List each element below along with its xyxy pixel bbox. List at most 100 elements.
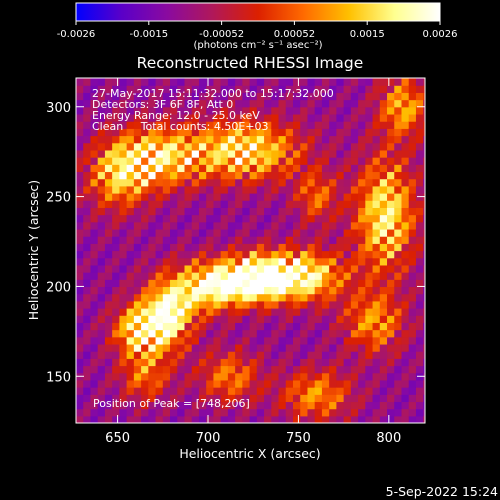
heatmap-cell bbox=[141, 157, 149, 165]
heatmap-cell bbox=[198, 300, 207, 309]
heatmap-cell bbox=[162, 315, 171, 323]
heatmap-cell bbox=[343, 243, 352, 252]
heatmap-cell bbox=[249, 92, 258, 101]
heatmap-cell bbox=[83, 121, 92, 129]
heatmap-cell bbox=[415, 178, 424, 187]
heatmap-cell bbox=[256, 336, 265, 345]
heatmap-cell bbox=[141, 379, 149, 388]
heatmap-cell bbox=[198, 200, 207, 208]
heatmap-cell bbox=[343, 315, 352, 323]
heatmap-cell bbox=[162, 308, 171, 316]
heatmap-cell bbox=[329, 128, 337, 137]
heatmap-cell bbox=[162, 379, 171, 388]
heatmap-cell bbox=[220, 264, 229, 273]
heatmap-cell bbox=[112, 228, 120, 237]
heatmap-cell bbox=[271, 329, 280, 338]
heatmap-cell bbox=[104, 92, 113, 101]
heatmap-cell bbox=[358, 379, 366, 388]
heatmap-cell bbox=[191, 372, 200, 381]
heatmap-cell bbox=[191, 193, 200, 201]
heatmap-cell bbox=[184, 379, 193, 388]
heatmap-cell bbox=[198, 157, 207, 165]
heatmap-cell bbox=[141, 329, 149, 338]
heatmap-cell bbox=[170, 157, 178, 165]
heatmap-cell bbox=[83, 315, 92, 323]
heatmap-cell bbox=[155, 207, 164, 216]
heatmap-cell bbox=[184, 99, 193, 108]
heatmap-cell bbox=[423, 408, 425, 417]
heatmap-cell bbox=[242, 336, 251, 345]
heatmap-cell bbox=[249, 113, 258, 122]
heatmap-cell bbox=[271, 293, 280, 302]
heatmap-cell bbox=[358, 401, 366, 410]
heatmap-cell bbox=[329, 236, 337, 244]
heatmap-cell bbox=[104, 329, 113, 338]
heatmap-cell bbox=[206, 92, 215, 101]
heatmap-cell bbox=[350, 336, 359, 345]
heatmap-cell bbox=[415, 171, 424, 180]
heatmap-cell bbox=[242, 128, 251, 137]
x-axis-title: Heliocentric X (arcsec) bbox=[179, 446, 320, 461]
heatmap-cell bbox=[271, 92, 280, 101]
heatmap-cell bbox=[112, 300, 120, 309]
heatmap-cell bbox=[83, 228, 92, 237]
heatmap-cell bbox=[97, 387, 106, 395]
heatmap-cell bbox=[358, 113, 366, 122]
heatmap-cell bbox=[90, 164, 99, 173]
heatmap-cell bbox=[256, 142, 265, 151]
heatmap-cell bbox=[112, 178, 120, 187]
heatmap-cell bbox=[162, 178, 171, 187]
heatmap-cell bbox=[256, 228, 265, 237]
heatmap-cell bbox=[191, 293, 200, 302]
heatmap-cell bbox=[401, 300, 410, 309]
heatmap-cell bbox=[423, 336, 425, 345]
heatmap-cell bbox=[350, 193, 359, 201]
heatmap-cell bbox=[271, 336, 280, 345]
heatmap-cell bbox=[372, 214, 381, 223]
heatmap-cell bbox=[278, 336, 287, 345]
heatmap-cell bbox=[126, 128, 135, 137]
heatmap-cell bbox=[220, 394, 229, 403]
heatmap-cell bbox=[271, 408, 280, 417]
heatmap-cell bbox=[206, 293, 215, 302]
heatmap-cell bbox=[285, 343, 294, 352]
heatmap-cell bbox=[249, 200, 258, 208]
heatmap-cell bbox=[292, 315, 301, 323]
heatmap-cell bbox=[307, 243, 316, 252]
heatmap-cell bbox=[112, 128, 120, 137]
heatmap-cell bbox=[206, 372, 215, 381]
heatmap-cell bbox=[300, 286, 309, 295]
heatmap-cell bbox=[206, 200, 215, 208]
heatmap-cell bbox=[220, 272, 229, 280]
heatmap-cell bbox=[336, 78, 345, 86]
heatmap-cell bbox=[133, 228, 142, 237]
heatmap-cell bbox=[256, 164, 265, 173]
heatmap-cell bbox=[394, 257, 403, 266]
heatmap-cell bbox=[285, 128, 294, 137]
heatmap-cell bbox=[184, 128, 193, 137]
heatmap-cell bbox=[76, 272, 84, 280]
heatmap-cell bbox=[307, 358, 316, 367]
heatmap-cell bbox=[329, 293, 337, 302]
heatmap-cell bbox=[242, 157, 251, 165]
heatmap-cell bbox=[220, 329, 229, 338]
heatmap-cell bbox=[141, 185, 149, 194]
heatmap-cell bbox=[307, 257, 316, 266]
heatmap-cell bbox=[227, 401, 236, 410]
heatmap-cell bbox=[321, 408, 330, 417]
heatmap-cell bbox=[213, 171, 222, 180]
heatmap-cell bbox=[119, 250, 128, 259]
heatmap-cell bbox=[155, 293, 164, 302]
heatmap-cell bbox=[343, 387, 352, 395]
heatmap-cell bbox=[119, 329, 128, 338]
heatmap-cell bbox=[401, 401, 410, 410]
heatmap-cell bbox=[126, 415, 135, 423]
heatmap-cell bbox=[170, 78, 178, 86]
heatmap-cell bbox=[184, 394, 193, 403]
heatmap-cell bbox=[76, 207, 84, 216]
heatmap-cell bbox=[104, 408, 113, 417]
heatmap-cell bbox=[365, 336, 374, 345]
heatmap-cell bbox=[307, 135, 316, 144]
heatmap-cell bbox=[220, 300, 229, 309]
heatmap-cell bbox=[90, 221, 99, 230]
